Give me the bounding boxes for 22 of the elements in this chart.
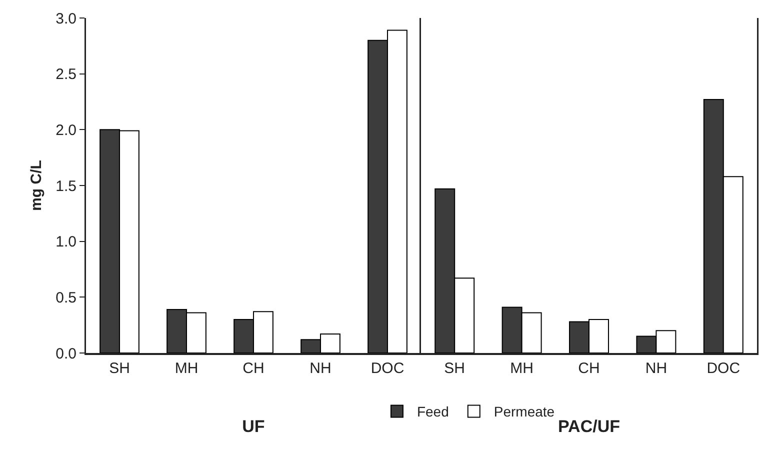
x-tick-label: SH (109, 360, 130, 377)
x-tick-label: MH (174, 360, 198, 377)
x-tick-label: CH (578, 360, 600, 377)
y-tick-label: 0.0 (56, 345, 76, 362)
x-tick-label: DOC (370, 360, 404, 377)
y-tick-label: 2.0 (56, 122, 76, 139)
y-tick-label: 3.0 (56, 10, 76, 28)
x-tick-label: NH (645, 360, 668, 377)
y-tick-label: 0.5 (56, 289, 76, 306)
x-tick-label: SH (444, 360, 466, 377)
x-axis-title: PAC/UF (558, 416, 620, 436)
x-axis-title: UF (242, 416, 265, 436)
y-tick-label: 1.5 (56, 178, 76, 195)
y-tick-label: 1.0 (56, 234, 76, 251)
legend-label: Feed (416, 404, 449, 420)
x-tick-label: NH (310, 360, 332, 377)
x-tick-label: DOC (706, 360, 740, 377)
x-tick-label: CH (242, 360, 264, 377)
x-tick-label: MH (510, 360, 534, 377)
y-tick-label: 2.5 (56, 66, 76, 84)
legend-label: Permeate (494, 404, 555, 420)
y-axis-title: mg C/L (28, 160, 46, 211)
